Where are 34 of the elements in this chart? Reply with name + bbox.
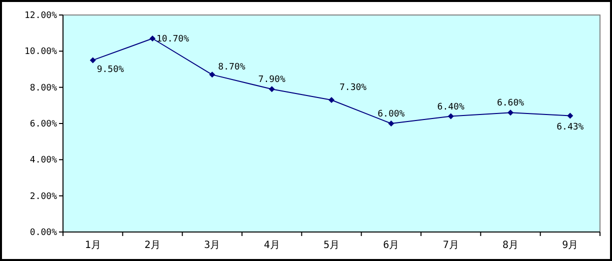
x-tick-label: 9月 <box>562 240 578 251</box>
y-tick-label: 2.00% <box>30 192 58 202</box>
y-tick-label: 0.00% <box>30 228 58 238</box>
y-tick-label: 6.00% <box>30 120 58 130</box>
data-label: 9.50% <box>96 65 125 76</box>
x-tick-label: 8月 <box>502 240 519 251</box>
x-tick-label: 7月 <box>442 240 459 251</box>
point <box>328 96 334 103</box>
x-tick-label: 3月 <box>204 240 220 251</box>
y-tick-label: 12.00% <box>24 11 58 21</box>
point <box>567 112 574 119</box>
data-label: 7.90% <box>258 75 286 86</box>
data-label: 7.30% <box>340 82 368 93</box>
data-label: 6.40% <box>437 102 465 112</box>
x-tick-label: 6月 <box>383 240 400 251</box>
data-label: 6.60% <box>496 98 525 109</box>
x-tick-label: 1月 <box>84 240 101 251</box>
data-label: 6.43% <box>556 122 584 133</box>
point <box>388 120 394 126</box>
y-tick-label: 8.00% <box>30 83 58 94</box>
y-tick-label: 10.00% <box>24 47 58 58</box>
point <box>268 86 275 92</box>
point <box>508 110 514 116</box>
data-label: 10.70% <box>156 34 190 45</box>
y-tick-label: 4.00% <box>30 156 58 166</box>
point <box>150 36 156 42</box>
x-tick-label: 4月 <box>264 240 280 251</box>
data-label: 6.00% <box>378 110 406 120</box>
data-label: 8.70% <box>218 62 246 73</box>
x-tick-label: 5月 <box>323 240 340 251</box>
point <box>209 72 216 78</box>
point <box>448 113 454 120</box>
x-tick-label: 2月 <box>144 240 161 251</box>
point <box>90 57 96 64</box>
